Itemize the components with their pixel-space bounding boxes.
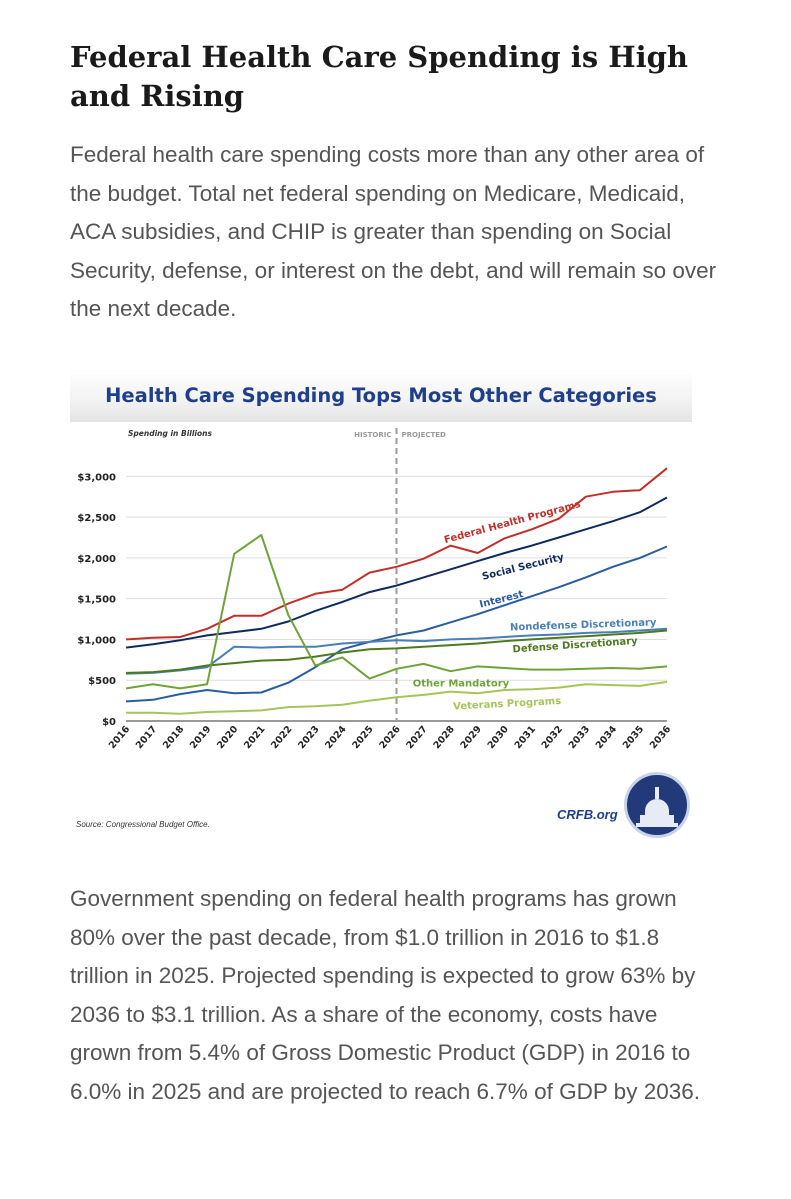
x-tick-label: 2034	[594, 724, 620, 752]
chart-title: Health Care Spending Tops Most Other Cat…	[105, 384, 657, 407]
x-tick-label: 2018	[161, 724, 187, 752]
series-line-federal-health-programs	[125, 467, 668, 641]
x-tick-label: 2023	[296, 724, 321, 751]
series-line-defense-discretionary	[125, 629, 668, 674]
x-tick-label: 2036	[648, 724, 674, 752]
x-tick-label: 2026	[377, 724, 403, 752]
y-tick-label: $1,500	[77, 595, 116, 606]
x-tick-label: 2019	[188, 724, 213, 751]
line-chart: Spending in Billions $0 $500 $1,000 $1,500 $2…	[77, 428, 674, 752]
x-tick-label: 2021	[242, 724, 267, 751]
x-tick-label: 2032	[540, 724, 565, 751]
y-tick-label: $1,000	[77, 635, 116, 646]
outro-paragraph: Government spending on federal health pr…	[70, 886, 700, 1104]
y-tick-label: $2,500	[77, 513, 116, 524]
x-tick-label: 2035	[621, 724, 646, 751]
series-label-nondefense-discretionary: Nondefense Discretionary	[510, 617, 657, 633]
x-tick-label: 2024	[323, 724, 349, 752]
series-label-interest: Interest	[478, 589, 524, 611]
divider-label-projected: PROJECTED	[402, 431, 447, 439]
y-tick-label: $0	[102, 717, 116, 728]
series-line-nondefense-discretionary	[125, 627, 668, 675]
brand-link[interactable]: CRFB.org	[557, 807, 618, 822]
x-tick-label: 2030	[486, 724, 512, 752]
y-axis-label: Spending in Billions	[128, 429, 212, 438]
x-tick-label: 2027	[404, 724, 429, 751]
chart-title-band	[70, 370, 692, 422]
x-tick-label: 2028	[431, 724, 457, 752]
x-tick-label: 2020	[215, 724, 241, 752]
series-line-social-security	[125, 496, 668, 649]
series-line-other-mandatory	[125, 534, 668, 690]
x-tick-label: 2033	[567, 724, 592, 751]
series-label-other-mandatory: Other Mandatory	[413, 679, 510, 690]
chart-figure: Health Care Spending Tops Most Other Cat…	[70, 370, 692, 840]
article-heading: Federal Health Care Spending is High and…	[70, 40, 689, 113]
x-tick-label: 2031	[513, 724, 538, 751]
source-note: Source: Congressional Budget Office.	[76, 820, 210, 829]
series-label-veterans-programs: Veterans Programs	[453, 696, 562, 713]
series-line-veterans-programs	[126, 680, 668, 715]
y-tick-label: $500	[88, 676, 116, 687]
capitol-dome-icon	[624, 772, 690, 838]
y-tick-label: $3,000	[77, 472, 116, 483]
x-tick-label: 2022	[269, 724, 294, 751]
x-tick-label: 2025	[350, 724, 375, 751]
x-tick-label: 2017	[134, 724, 159, 751]
divider-label-historic: HISTORIC	[354, 431, 391, 439]
intro-paragraph: Federal health care spending costs more …	[70, 142, 717, 321]
series-label-federal-health-programs: Federal Health Programs	[443, 499, 582, 546]
series-line-interest	[125, 545, 668, 703]
y-tick-label: $2,000	[77, 554, 116, 565]
x-tick-label: 2029	[459, 724, 484, 751]
